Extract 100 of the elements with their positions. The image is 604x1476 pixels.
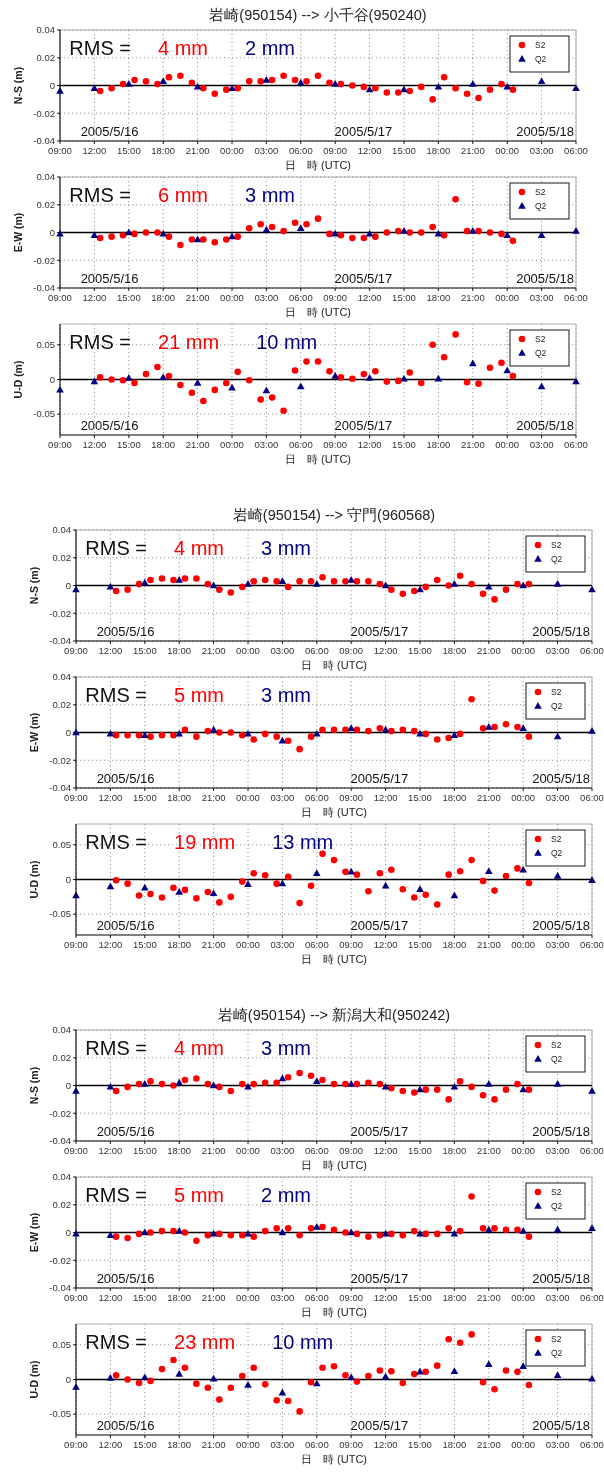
point [410,727,418,735]
x-tick-label: 03:00 [545,938,570,950]
point [227,893,235,901]
x-tick-label: 00:00 [495,291,520,303]
point [296,745,303,753]
x-tick-label: 21:00 [201,1438,226,1450]
x-tick-label: 15:00 [408,1144,432,1156]
point [307,578,315,585]
x-tick-label: 06:00 [288,438,313,450]
x-tick-label: 21:00 [201,644,226,656]
x-tick-label: 00:00 [236,1438,260,1450]
point [177,381,184,389]
point [503,231,511,238]
annotation: 2005/5/18 [532,1418,590,1433]
point [216,1230,223,1238]
point [400,227,408,234]
x-tick-label: 03:00 [529,144,554,156]
point [250,578,258,585]
point [502,1226,510,1234]
point [273,1225,280,1232]
x-tick-label: 15:00 [116,438,141,450]
annotation: 2005/5/17 [350,624,409,639]
point [175,1227,183,1234]
point [158,1365,166,1373]
x-tick-label: 03:00 [270,1144,295,1156]
point [108,233,115,240]
x-tick-label: 15:00 [132,791,157,803]
point [572,84,580,91]
y-tick-label: 0 [49,226,55,238]
point [326,367,333,375]
point [353,1378,361,1385]
point [106,882,115,890]
point [491,596,498,603]
annotation: 2005/5/18 [532,771,590,786]
x-tick-label: 12:00 [98,644,123,656]
point [314,358,322,365]
point [491,1096,498,1103]
point [445,1225,452,1232]
point [227,1087,235,1095]
point [119,231,127,239]
point [291,367,299,374]
point [479,725,487,732]
point [135,1230,143,1238]
point [234,233,242,240]
y-axis-title: U-D (m) [28,1360,40,1399]
point [347,1228,355,1236]
x-tick-label: 15:00 [132,1438,157,1450]
point [337,80,345,88]
y-tick-label: 0 [49,79,55,91]
point [314,215,322,222]
y-tick-label: -0.02 [49,1254,71,1266]
point [193,235,202,243]
point [90,231,99,238]
point [394,89,402,96]
point [141,1373,149,1381]
annotation: 2005/5/16 [80,271,139,286]
point [326,230,333,238]
x-tick-label: 21:00 [185,144,210,156]
point [261,872,269,879]
point [433,901,441,908]
point [572,377,580,385]
y-tick-label: 0.02 [52,699,71,711]
x-tick-label: 21:00 [185,438,210,450]
point [273,1079,280,1087]
point [525,580,533,588]
x-tick-label: 21:00 [201,791,226,803]
annotation: 2005/5/17 [334,418,393,433]
point [349,82,356,89]
point [502,872,510,880]
point [154,80,161,88]
annotation: 2005/5/16 [96,771,155,786]
point [383,89,391,96]
x-axis-title: 日 時 (UTC) [285,453,351,465]
x-tick-label: 12:00 [373,1438,398,1450]
point [319,1076,326,1084]
point [222,236,230,243]
point [410,1227,418,1235]
point [330,856,338,864]
point [165,233,173,240]
point [227,729,235,736]
x-tick-label: 15:00 [392,144,416,156]
point [147,576,154,584]
point [330,726,338,734]
point [177,241,184,249]
point [211,386,219,394]
annotation: 2005/5/16 [96,918,155,933]
annotation: 2005/5/18 [516,124,574,139]
point [463,90,471,98]
point [381,1229,390,1237]
point [491,1225,498,1232]
point [234,368,242,376]
point [365,1233,372,1240]
point [250,736,258,743]
point [486,364,494,372]
point [181,726,189,734]
point [514,1226,521,1234]
point [572,227,580,234]
point [503,366,511,374]
x-tick-label: 00:00 [495,438,520,450]
annotation: 4 mm [174,1037,225,1059]
